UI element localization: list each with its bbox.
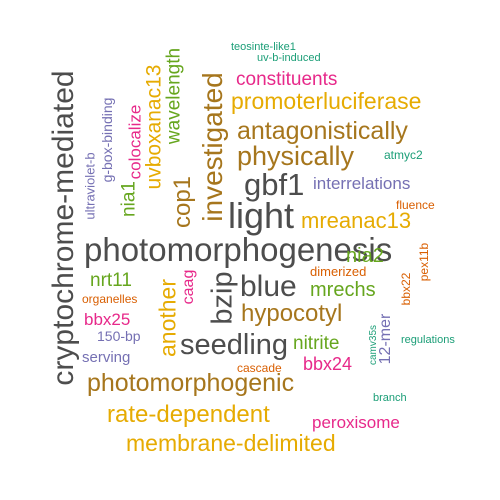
word-atmyc2: atmyc2 [384,148,423,162]
word-cop1: cop1 [169,175,196,229]
word-uv-b-induced: uv-b-induced [257,52,321,64]
word-bbx25: bbx25 [84,310,131,329]
word-blue: blue [240,270,297,303]
word-photomorphogenesis: photomorphogenesis [84,231,393,268]
word-fluence: fluence [396,198,435,212]
word-hypocotyl: hypocotyl [241,300,343,327]
word-branch: branch [373,392,407,404]
word-investigated: investigated [197,72,228,222]
word-photomorphogenic: photomorphogenic [87,369,295,397]
word-serving: serving [82,349,131,366]
word-nia2: nia2 [346,245,384,267]
word-uvboxanac13: uvboxanac13 [142,64,166,190]
word-bbx24: bbx24 [303,354,353,374]
word-pex11b: pex11b [417,242,431,282]
word-mrechs: mrechs [310,279,376,301]
word-colocalize: colocalize [125,104,145,180]
word-regulations: regulations [401,334,455,346]
word-camv35s: camv35s [368,324,379,366]
word-150-bp: 150-bp [97,328,141,344]
word-teosinte-like1: teosinte-like1 [231,41,296,53]
word-peroxisome: peroxisome [312,413,400,432]
word-physically: physically [237,141,355,171]
word-cryptochrome-mediated: cryptochrome-mediated [47,70,80,386]
word-bzip: bzip [206,271,239,325]
word-nitrite: nitrite [293,333,340,354]
word-caag: caag [180,269,197,305]
word-organelles: organelles [82,292,138,306]
word-12-mer: 12-mer [377,313,394,365]
word-mreanac13: mreanac13 [301,208,412,233]
word-membrane-delimited: membrane-delimited [126,430,336,456]
word-g-box-binding: g-box-binding [99,97,115,183]
word-constituents: constituents [236,69,338,90]
word-interrelations: interrelations [313,174,411,193]
word-another: another [154,278,181,358]
word-nrt11: nrt11 [90,270,132,291]
word-antagonistically: antagonistically [237,117,408,145]
word-promoterluciferase: promoterluciferase [231,88,422,114]
word-bbx22: bbx22 [399,272,413,306]
word-light: light [228,195,295,236]
word-seedling: seedling [180,329,289,361]
word-rate-dependent: rate-dependent [107,401,270,428]
word-ultraviolet-b: ultraviolet-b [82,152,98,220]
word-cascade: cascade [237,361,282,375]
word-gbf1: gbf1 [244,167,305,202]
word-wavelength: wavelength [163,47,185,145]
word-dimerized: dimerized [310,264,367,279]
word-nia1: nia1 [118,181,140,217]
